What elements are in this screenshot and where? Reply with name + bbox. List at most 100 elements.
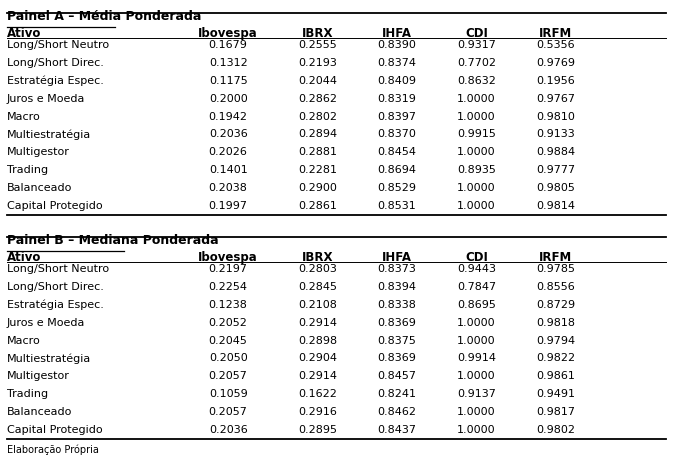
Text: Elaboração Própria: Elaboração Própria (7, 445, 99, 455)
Text: 0.9818: 0.9818 (536, 318, 575, 327)
Text: IBRX: IBRX (302, 27, 333, 40)
Text: Estratégia Espec.: Estratégia Espec. (7, 76, 104, 87)
Text: 0.2057: 0.2057 (209, 371, 248, 381)
Text: 0.9814: 0.9814 (536, 201, 575, 211)
Text: Balanceado: Balanceado (7, 183, 72, 193)
Text: 1.0000: 1.0000 (457, 425, 496, 435)
Text: Balanceado: Balanceado (7, 407, 72, 417)
Text: 0.2861: 0.2861 (298, 201, 337, 211)
Text: 0.9861: 0.9861 (536, 371, 575, 381)
Text: 0.8394: 0.8394 (378, 282, 417, 292)
Text: 1.0000: 1.0000 (457, 94, 496, 104)
Text: 0.1175: 0.1175 (209, 76, 248, 86)
Text: Long/Short Neutro: Long/Short Neutro (7, 40, 109, 50)
Text: 0.2555: 0.2555 (298, 40, 337, 50)
Text: 1.0000: 1.0000 (457, 407, 496, 417)
Text: 0.9777: 0.9777 (536, 165, 575, 175)
Text: 0.2895: 0.2895 (298, 425, 337, 435)
Text: 0.2803: 0.2803 (298, 264, 337, 274)
Text: Estratégia Espec.: Estratégia Espec. (7, 300, 104, 311)
Text: 0.2904: 0.2904 (298, 353, 337, 363)
Text: 0.8556: 0.8556 (536, 282, 575, 292)
Text: 0.1238: 0.1238 (209, 300, 248, 310)
Text: CDI: CDI (465, 27, 488, 40)
Text: 0.9767: 0.9767 (536, 94, 575, 104)
Text: 0.2050: 0.2050 (209, 353, 248, 363)
Text: Ibovespa: Ibovespa (199, 251, 258, 264)
Text: 0.8375: 0.8375 (378, 336, 417, 345)
Text: 0.2036: 0.2036 (209, 425, 248, 435)
Text: 0.2052: 0.2052 (209, 318, 248, 327)
Text: Capital Protegido: Capital Protegido (7, 201, 102, 211)
Text: 1.0000: 1.0000 (457, 147, 496, 157)
Text: 0.2000: 0.2000 (209, 94, 248, 104)
Text: 0.8935: 0.8935 (457, 165, 496, 175)
Text: 0.9805: 0.9805 (536, 183, 575, 193)
Text: 0.9133: 0.9133 (536, 129, 575, 139)
Text: 0.9802: 0.9802 (536, 425, 575, 435)
Text: 0.2197: 0.2197 (209, 264, 248, 274)
Text: Trading: Trading (7, 389, 48, 399)
Text: Juros e Moeda: Juros e Moeda (7, 94, 85, 104)
Text: 0.5356: 0.5356 (536, 40, 575, 50)
Text: 0.2914: 0.2914 (298, 318, 337, 327)
Text: 0.8338: 0.8338 (378, 300, 417, 310)
Text: 0.8369: 0.8369 (378, 318, 417, 327)
Text: IHFA: IHFA (382, 251, 412, 264)
Text: IRFM: IRFM (539, 251, 573, 264)
Text: 0.8390: 0.8390 (378, 40, 417, 50)
Text: 0.1622: 0.1622 (298, 389, 337, 399)
Text: 0.2916: 0.2916 (298, 407, 337, 417)
Text: 0.2900: 0.2900 (298, 183, 337, 193)
Text: 0.8457: 0.8457 (378, 371, 417, 381)
Text: 0.8462: 0.8462 (378, 407, 417, 417)
Text: Trading: Trading (7, 165, 48, 175)
Text: CDI: CDI (465, 251, 488, 264)
Text: 0.8694: 0.8694 (378, 165, 417, 175)
Text: 0.8397: 0.8397 (378, 111, 417, 121)
Text: 0.2254: 0.2254 (209, 282, 248, 292)
Text: Painel A – Média Ponderada: Painel A – Média Ponderada (7, 10, 201, 23)
Text: 0.1956: 0.1956 (536, 76, 575, 86)
Text: 1.0000: 1.0000 (457, 318, 496, 327)
Text: IBRX: IBRX (302, 251, 333, 264)
Text: 0.9794: 0.9794 (536, 336, 575, 345)
Text: 0.9810: 0.9810 (536, 111, 575, 121)
Text: 0.8409: 0.8409 (378, 76, 417, 86)
Text: 0.1679: 0.1679 (209, 40, 248, 50)
Text: 0.8529: 0.8529 (378, 183, 417, 193)
Text: 0.9915: 0.9915 (457, 129, 496, 139)
Text: Multiestratégia: Multiestratégia (7, 129, 91, 140)
Text: Multigestor: Multigestor (7, 371, 69, 381)
Text: 0.8531: 0.8531 (378, 201, 417, 211)
Text: 0.2802: 0.2802 (298, 111, 337, 121)
Text: 0.9443: 0.9443 (457, 264, 496, 274)
Text: Ativo: Ativo (7, 251, 41, 264)
Text: Ativo: Ativo (7, 27, 41, 40)
Text: 0.2057: 0.2057 (209, 407, 248, 417)
Text: 0.2193: 0.2193 (298, 58, 337, 68)
Text: 0.9317: 0.9317 (457, 40, 496, 50)
Text: Macro: Macro (7, 111, 40, 121)
Text: 0.2044: 0.2044 (298, 76, 337, 86)
Text: Long/Short Neutro: Long/Short Neutro (7, 264, 109, 274)
Text: 0.8319: 0.8319 (378, 94, 417, 104)
Text: 1.0000: 1.0000 (457, 183, 496, 193)
Text: 0.8369: 0.8369 (378, 353, 417, 363)
Text: 1.0000: 1.0000 (457, 336, 496, 345)
Text: 0.9769: 0.9769 (536, 58, 575, 68)
Text: Capital Protegido: Capital Protegido (7, 425, 102, 435)
Text: 1.0000: 1.0000 (457, 111, 496, 121)
Text: 0.7847: 0.7847 (457, 282, 496, 292)
Text: 0.8373: 0.8373 (378, 264, 417, 274)
Text: 0.2036: 0.2036 (209, 129, 248, 139)
Text: 0.8370: 0.8370 (378, 129, 417, 139)
Text: 0.1401: 0.1401 (209, 165, 248, 175)
Text: 0.8437: 0.8437 (378, 425, 417, 435)
Text: 0.1312: 0.1312 (209, 58, 248, 68)
Text: 0.9785: 0.9785 (536, 264, 575, 274)
Text: Long/Short Direc.: Long/Short Direc. (7, 282, 104, 292)
Text: 1.0000: 1.0000 (457, 201, 496, 211)
Text: 0.8695: 0.8695 (457, 300, 496, 310)
Text: 0.8374: 0.8374 (378, 58, 417, 68)
